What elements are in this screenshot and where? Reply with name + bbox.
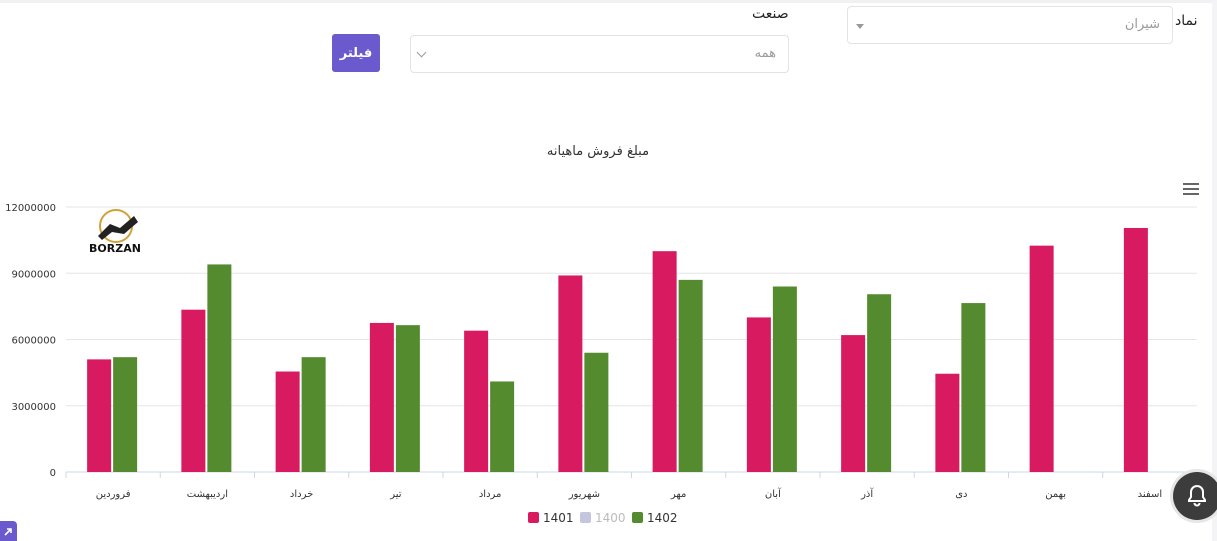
bar-1401[interactable]	[841, 335, 866, 472]
monthly-sales-chart: مبلغ فروش ماهیانه 0 3000000 6000000 9000000 1…	[5, 144, 1198, 525]
symbol-label: نماد	[1175, 13, 1198, 29]
bar-1402[interactable]	[301, 357, 326, 472]
bar-1401[interactable]	[369, 322, 394, 472]
bar-1402[interactable]	[772, 286, 797, 473]
x-tick-label: خرداد	[290, 489, 313, 500]
bar-1401[interactable]	[1123, 227, 1148, 472]
legend-swatch[interactable]	[632, 512, 643, 523]
chevron-down-icon	[416, 47, 427, 58]
logo-text: BORZAN	[89, 242, 141, 255]
x-tick-label: بهمن	[1045, 489, 1066, 500]
arrow-up-icon	[4, 528, 12, 536]
bar-1401[interactable]	[464, 330, 489, 472]
x-tick-label: مرداد	[479, 489, 502, 500]
bar-1402[interactable]	[867, 294, 892, 472]
bell-icon	[1188, 484, 1206, 507]
legend-swatch[interactable]	[580, 512, 591, 523]
bar-1402[interactable]	[490, 381, 515, 472]
y-tick-label: 6000000	[11, 336, 56, 347]
bar-1402[interactable]	[961, 303, 986, 472]
x-tick-label: دی	[955, 489, 967, 500]
bar-1402[interactable]	[584, 352, 609, 472]
legend-label[interactable]: 1401	[543, 511, 574, 525]
bar-1401[interactable]	[935, 373, 960, 472]
x-tick-label: شهریور	[568, 489, 600, 500]
y-tick-label: 9000000	[11, 269, 56, 280]
bar-1401[interactable]	[652, 251, 677, 472]
legend-label[interactable]: 1402	[647, 511, 678, 525]
legend-label[interactable]: 1400	[595, 511, 626, 525]
x-tick-label: تیر	[389, 489, 402, 500]
chart-title: مبلغ فروش ماهیانه	[547, 144, 649, 159]
bar-1401[interactable]	[181, 309, 206, 472]
industry-value: همه	[754, 46, 776, 61]
x-tick-label: اسفند	[1138, 489, 1162, 500]
bar-1402[interactable]	[207, 264, 232, 472]
bar-1402[interactable]	[678, 279, 703, 472]
bar-1401[interactable]	[746, 317, 771, 472]
caret-down-icon	[856, 24, 864, 29]
notification-bell-button[interactable]	[1173, 472, 1217, 520]
symbol-value: شیران	[1124, 17, 1160, 32]
bar-1401[interactable]	[558, 275, 583, 472]
top-border	[0, 0, 1212, 3]
x-tick-label: آذر	[860, 487, 874, 500]
x-tick-label: مهر	[670, 489, 686, 500]
x-tick-label: آبان	[765, 487, 782, 500]
chart-menu-icon[interactable]	[1183, 183, 1199, 195]
y-tick-label: 0	[50, 468, 56, 479]
logo-mark-icon	[98, 216, 138, 240]
y-tick-label: 12000000	[5, 203, 56, 214]
bar-1402[interactable]	[113, 357, 138, 472]
legend-swatch[interactable]	[528, 512, 539, 523]
filter-button[interactable]: فیلتر	[332, 34, 380, 72]
symbol-select[interactable]: شیران	[847, 6, 1173, 44]
bar-1401[interactable]	[275, 371, 300, 472]
scrollbar-track[interactable]	[1212, 0, 1217, 541]
bar-1401[interactable]	[87, 359, 112, 472]
industry-label: صنعت	[752, 6, 789, 22]
bar-1402[interactable]	[395, 325, 420, 472]
x-tick-label: فروردین	[96, 489, 131, 500]
y-tick-label: 3000000	[11, 402, 56, 413]
scroll-top-button[interactable]	[0, 521, 17, 541]
industry-select[interactable]: همه	[410, 35, 789, 73]
bar-1401[interactable]	[1029, 245, 1054, 472]
x-tick-label: اردیبهشت	[187, 489, 228, 500]
